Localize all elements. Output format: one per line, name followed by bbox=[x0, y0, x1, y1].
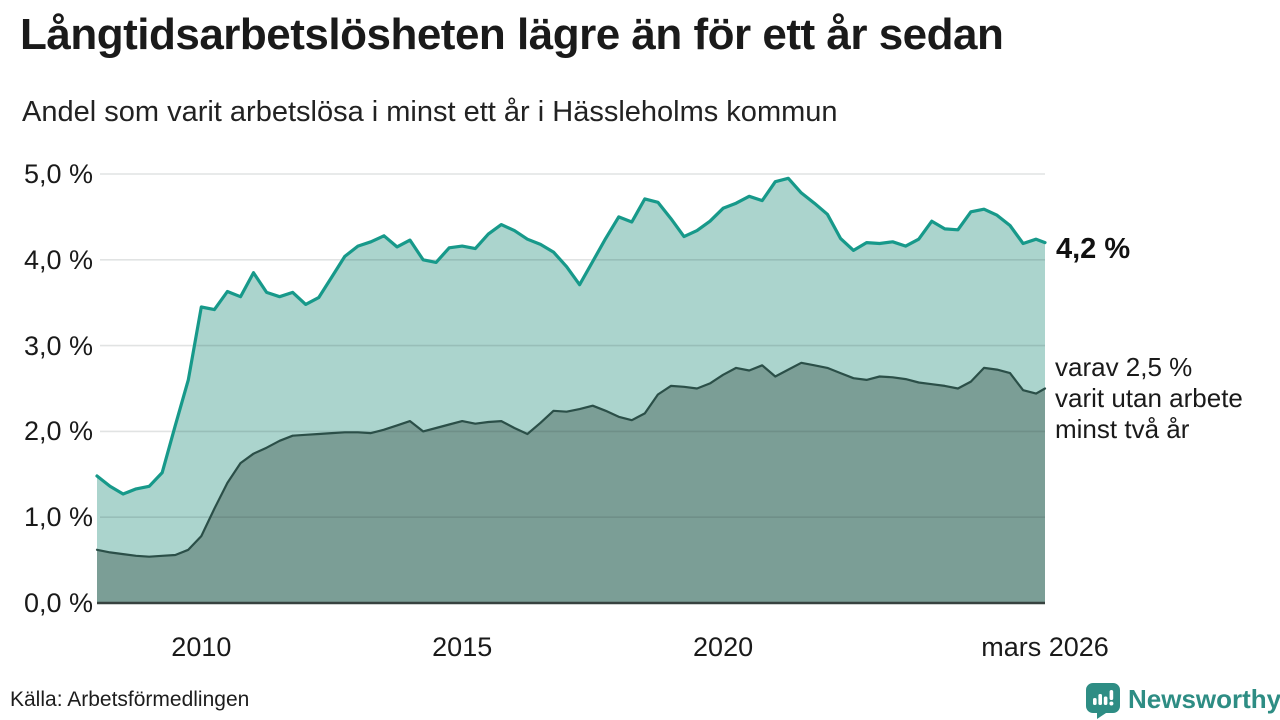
source-note: Källa: Arbetsförmedlingen bbox=[10, 688, 250, 711]
x-axis-label: 2010 bbox=[171, 632, 232, 662]
page-title: Långtidsarbetslösheten lägre än för ett … bbox=[20, 10, 1004, 59]
y-axis-label: 1,0 % bbox=[23, 502, 93, 533]
y-axis-label: 2,0 % bbox=[23, 416, 93, 447]
newsworthy-logo-text: Newsworthy bbox=[1128, 684, 1280, 714]
x-axis-label: 2015 bbox=[432, 632, 493, 662]
annotation-series2-line: varit utan arbete bbox=[1055, 383, 1243, 413]
annotation-latest-value: 4,2 % bbox=[1056, 233, 1131, 265]
x-axis-label: mars 2026 bbox=[981, 632, 1109, 662]
newsworthy-logo[interactable]: Newsworthy bbox=[1086, 683, 1280, 719]
y-axis-label: 3,0 % bbox=[23, 330, 93, 361]
annotation-series2-line: varav 2,5 % bbox=[1055, 352, 1193, 382]
y-axis-label: 5,0 % bbox=[23, 159, 93, 189]
x-axis-label: 2020 bbox=[693, 632, 754, 662]
annotation-series2: varav 2,5 % varit utan arbete minst två … bbox=[1055, 352, 1243, 445]
annotation-series2-line: minst två år bbox=[1055, 414, 1190, 444]
y-axis-label: 4,0 % bbox=[23, 244, 93, 275]
y-axis-label: 0,0 % bbox=[23, 588, 93, 618]
newsworthy-logo-icon bbox=[1086, 683, 1120, 719]
page-subtitle: Andel som varit arbetslösa i minst ett å… bbox=[22, 96, 838, 128]
